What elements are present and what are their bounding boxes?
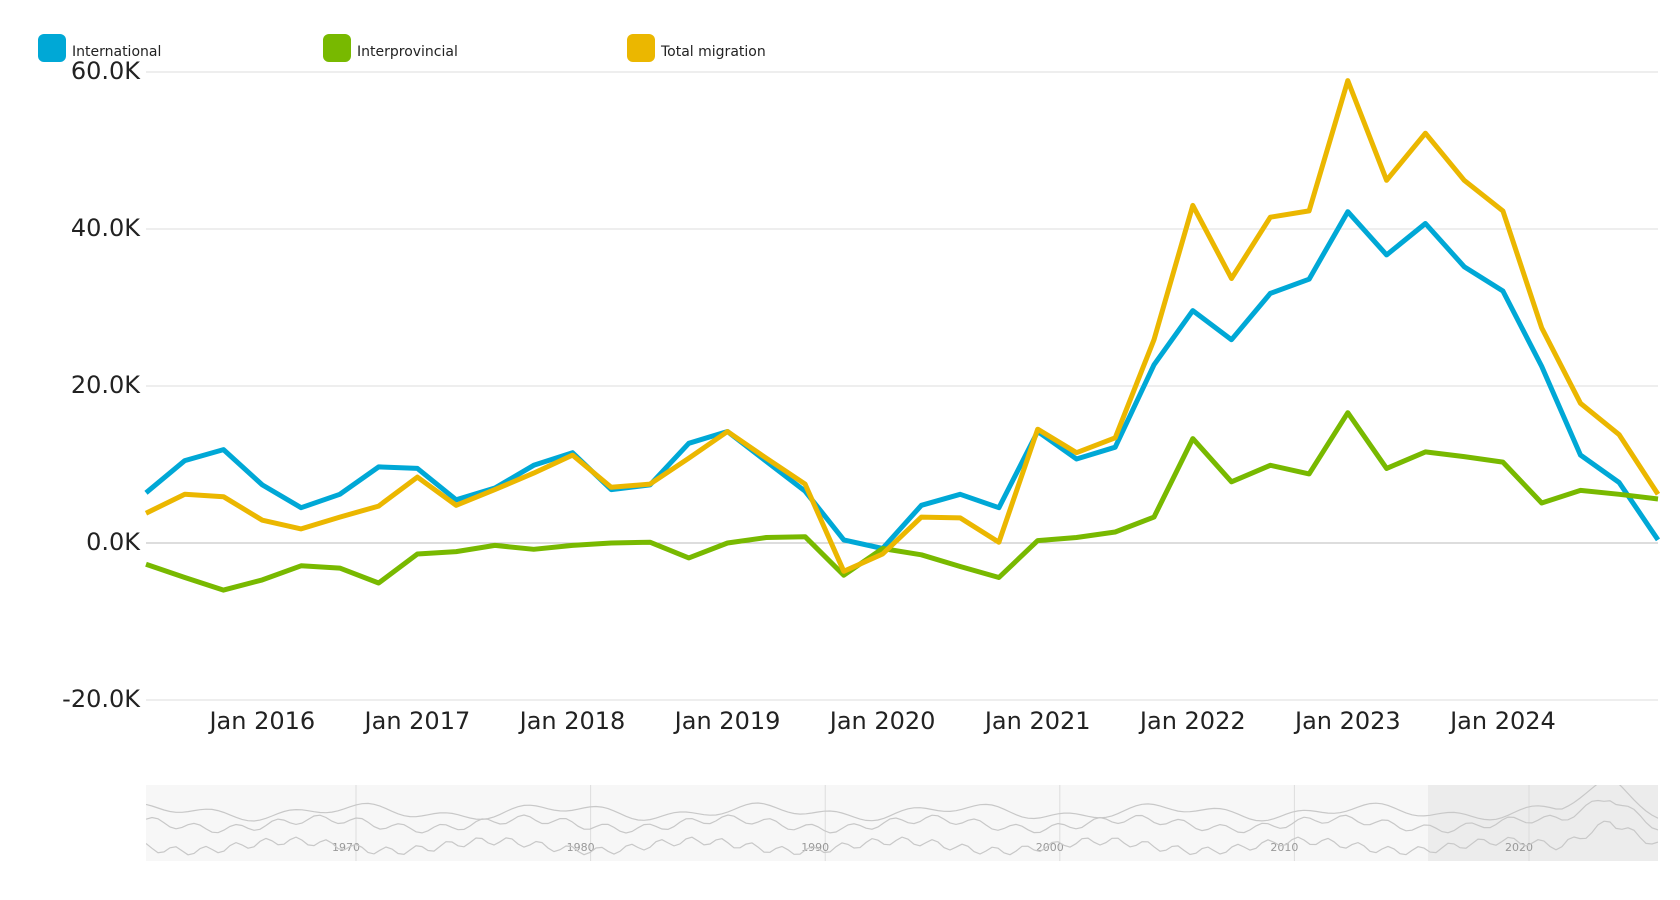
navigator-background — [146, 785, 1658, 861]
legend-label: Interprovincial — [357, 44, 458, 60]
x-tick-label: Jan 2019 — [673, 707, 781, 735]
x-tick-label: Jan 2017 — [363, 707, 471, 735]
x-tick-label: Jan 2021 — [983, 707, 1091, 735]
y-tick-label: 60.0K — [71, 57, 141, 85]
navigator-line — [146, 799, 1658, 834]
legend-swatch[interactable] — [38, 34, 66, 62]
x-tick-label: Jan 2022 — [1138, 707, 1246, 735]
legend-swatch[interactable] — [627, 34, 655, 62]
x-tick-label: Jan 2018 — [518, 707, 626, 735]
navigator-label: 2000 — [1036, 841, 1064, 854]
navigator-line — [146, 820, 1658, 856]
legend-label: International — [72, 44, 161, 60]
x-tick-label: Jan 2016 — [207, 707, 315, 735]
navigator-label: 1980 — [567, 841, 595, 854]
y-tick-label: 20.0K — [71, 371, 141, 399]
legend-label: Total migration — [660, 44, 766, 60]
series-line — [145, 410, 1659, 593]
legend-swatch[interactable] — [323, 34, 351, 62]
y-tick-label: -20.0K — [62, 685, 141, 713]
x-tick-label: Jan 2023 — [1293, 707, 1401, 735]
navigator[interactable]: 1970 1980 1990 2000 2010 2020 — [146, 776, 1658, 861]
x-tick-label: Jan 2020 — [828, 707, 936, 735]
navigator-label: 2020 — [1505, 841, 1533, 854]
navigator-label: 1970 — [332, 841, 360, 854]
x-tick-label: Jan 2024 — [1448, 707, 1556, 735]
navigator-selection[interactable] — [1428, 785, 1658, 861]
y-tick-label: 0.0K — [86, 528, 141, 556]
y-tick-label: 40.0K — [71, 214, 141, 242]
navigator-line — [146, 785, 1658, 822]
series-line — [144, 78, 1661, 574]
series-line — [144, 209, 1661, 551]
